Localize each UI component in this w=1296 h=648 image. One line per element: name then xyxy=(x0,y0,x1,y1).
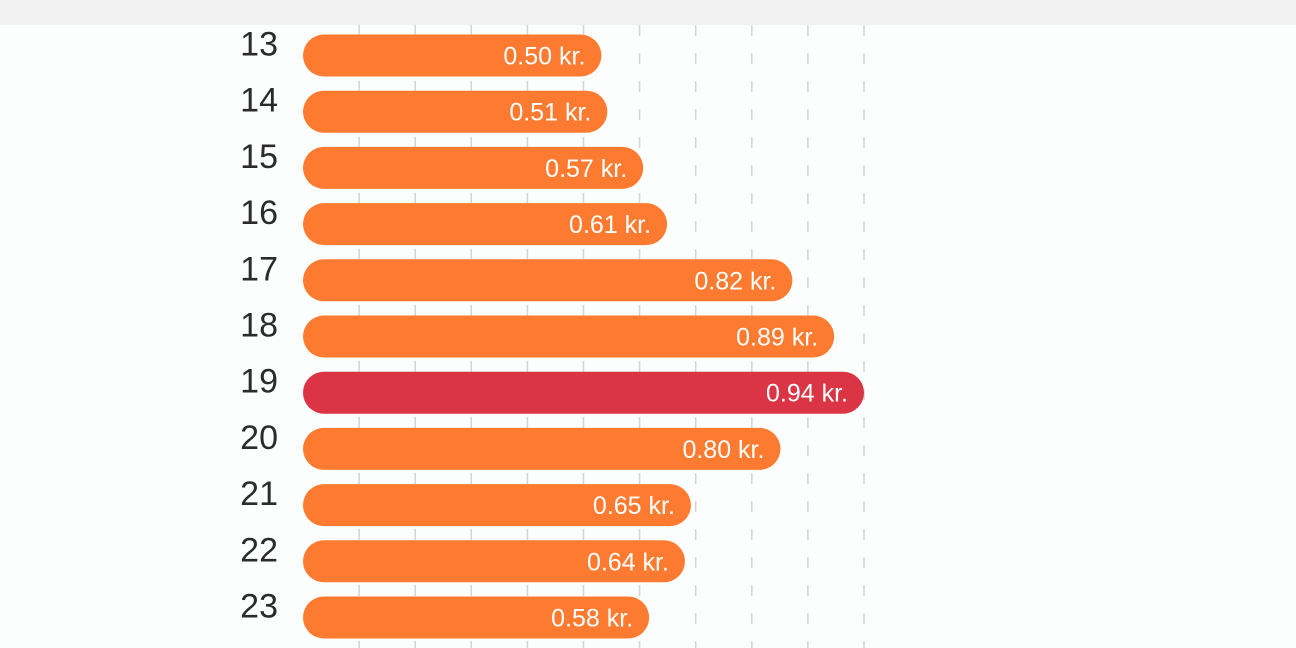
hour-label-23: 23 xyxy=(240,588,278,626)
hour-label-22: 22 xyxy=(240,531,278,569)
hour-label-13: 13 xyxy=(240,26,278,64)
bar-hour-17[interactable] xyxy=(303,259,793,302)
hour-label-19: 19 xyxy=(240,363,278,401)
top-bar xyxy=(0,0,1296,25)
value-label-hour-20: 0.80 kr. xyxy=(682,436,764,464)
bar-hour-18[interactable] xyxy=(303,315,835,358)
bars: 0.50 kr. 0.51 kr. 0.57 kr. 0.61 kr. 0.82 kr.… xyxy=(303,34,864,639)
hour-label-15: 15 xyxy=(240,138,278,176)
bar-hour-20[interactable] xyxy=(303,427,781,470)
bar-hour-14[interactable] xyxy=(303,90,608,133)
hour-label-21: 21 xyxy=(240,475,278,513)
hour-label-18: 18 xyxy=(240,307,278,345)
hourly-price-chart: 0.50 kr. 0.51 kr. 0.57 kr. 0.61 kr. 0.82 kr.… xyxy=(0,25,1296,648)
value-label-hour-14: 0.51 kr. xyxy=(509,99,591,127)
value-label-hour-19: 0.94 kr. xyxy=(766,380,848,408)
bar-hour-22[interactable] xyxy=(303,540,685,583)
bar-hour-19[interactable] xyxy=(303,371,864,414)
hour-label-14: 14 xyxy=(240,82,278,120)
value-label-hour-18: 0.89 kr. xyxy=(736,324,818,352)
category-labels: 13 14 15 16 17 18 19 20 21 22 23 xyxy=(240,26,278,626)
bar-hour-13[interactable] xyxy=(303,34,602,77)
hour-label-17: 17 xyxy=(240,250,278,288)
value-label-hour-15: 0.57 kr. xyxy=(545,155,627,183)
value-label-hour-21: 0.65 kr. xyxy=(593,492,675,520)
bar-hour-16[interactable] xyxy=(303,203,668,246)
hour-label-16: 16 xyxy=(240,194,278,232)
value-label-hour-13: 0.50 kr. xyxy=(503,43,585,71)
bar-hour-23[interactable] xyxy=(303,596,650,639)
bar-hour-21[interactable] xyxy=(303,484,691,527)
value-label-hour-16: 0.61 kr. xyxy=(569,211,651,239)
bar-chart-svg: 0.50 kr. 0.51 kr. 0.57 kr. 0.61 kr. 0.82 kr.… xyxy=(240,25,865,648)
hour-label-20: 20 xyxy=(240,419,278,457)
bar-hour-15[interactable] xyxy=(303,146,644,189)
value-label-hour-22: 0.64 kr. xyxy=(587,548,669,576)
value-label-hour-17: 0.82 kr. xyxy=(694,267,776,295)
value-label-hour-23: 0.58 kr. xyxy=(551,605,633,633)
